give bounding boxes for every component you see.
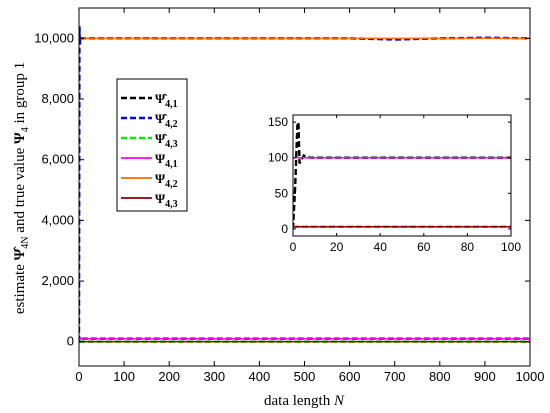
legend: Ψ̂4,1Ψ̂4,2Ψ̂4,3Ψ4,1Ψ4,2Ψ4,3 [116,78,188,212]
inset-x-tick-label: 100 [501,240,521,254]
inset-y-tick-label: 0 [281,222,288,236]
main-x-tick-label: 700 [384,369,406,384]
inset-x-tick-label: 40 [374,240,388,254]
legend-label: Ψ̂4,2 [155,111,178,130]
main-y-tick-label: 10,000 [34,30,74,45]
inset-plot-ticks: 0 20 40 60 80 100 0 50 100 150 [268,115,521,254]
main-x-tick-label: 800 [429,369,451,384]
legend-label: Ψ4,1 [155,151,178,170]
inset-plot-frame [292,114,512,237]
inset-x-tick-label: 60 [417,240,431,254]
main-x-tick-label: 500 [294,369,316,384]
y-axis-label: estimate Ψ̂4N and true value Ψ4 in group… [12,62,31,314]
main-x-tick-label: 300 [203,369,225,384]
inset-y-tick-label: 100 [268,151,288,165]
inset-plot-series [293,121,511,229]
inset-plot: 0 20 40 60 80 100 0 50 100 150 [268,114,521,254]
legend-label: Ψ̂4,1 [155,91,178,110]
main-x-tick-label: 600 [339,369,361,384]
inset-plot-background [293,115,511,236]
main-plot-ticks: 0 100 200 300 400 500 600 700 800 900 100002,0004,… [34,8,544,384]
main-x-tick-label: 1000 [516,369,545,384]
main-y-tick-label: 8,000 [41,91,74,106]
main-y-tick-label: 2,000 [41,273,74,288]
inset-y-tick-label: 50 [275,186,289,200]
inset-x-tick-label: 0 [290,240,297,254]
inset-x-tick-label: 80 [461,240,475,254]
inset-y-tick-label: 150 [268,115,288,129]
main-x-tick-label: 100 [113,369,135,384]
main-y-tick-label: 6,000 [41,152,74,167]
main-x-tick-label: 400 [249,369,271,384]
legend-box [116,78,188,212]
main-x-tick-label: 200 [158,369,180,384]
inset-x-tick-label: 20 [330,240,344,254]
main-y-tick-label: 4,000 [41,212,74,227]
legend-label: Ψ̂4,3 [155,131,178,150]
x-axis-label: data length N [264,393,345,409]
main-x-tick-label: 0 [75,369,82,384]
legend-label: Ψ4,3 [155,191,178,210]
main-y-tick-label: 0 [67,334,74,349]
main-x-tick-label: 900 [474,369,496,384]
legend-label: Ψ4,2 [155,171,178,190]
